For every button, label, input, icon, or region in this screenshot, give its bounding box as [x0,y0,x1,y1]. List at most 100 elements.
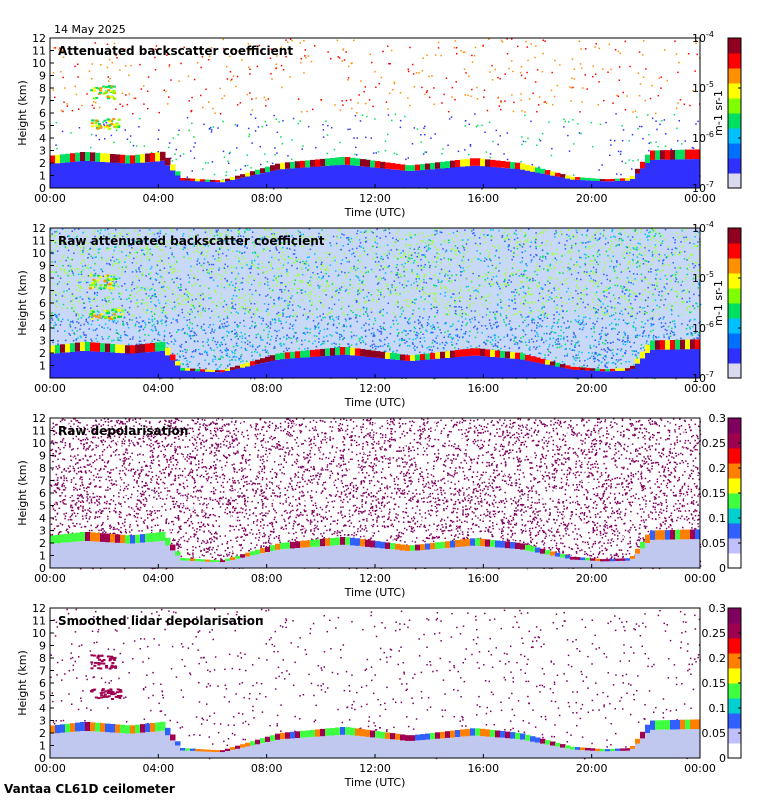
colorbar-segment [728,98,741,114]
colorbar-segment [728,228,741,244]
y-tick-label: 0 [39,182,46,195]
colorbar-segment [728,273,741,289]
y-tick-label: 2 [39,537,46,550]
colorbar-segment [728,38,741,54]
y-tick-label: 2 [39,347,46,360]
heatmap-texture [50,38,701,190]
y-tick-label: 6 [39,487,46,500]
colorbar-tick-label: 10-5 [692,270,714,285]
y-tick-label: 12 [32,222,46,235]
y-tick-label: 8 [39,462,46,475]
colorbar-segment [728,493,741,509]
colorbar-tick-label: 0 [719,752,726,765]
colorbar-segment [728,553,741,569]
colorbar-unit-label: m-1 sr-1 [712,90,725,136]
date-label: 14 May 2025 [54,23,126,36]
y-tick-label: 7 [39,665,46,678]
colorbar-segment [728,258,741,274]
colorbar-frame [727,37,742,189]
colorbar-tick-label: 0.2 [709,462,727,475]
footer-label: Vantaa CL61D ceilometer [4,782,175,796]
panel-title: Attenuated backscatter coefficient [58,44,293,58]
y-tick-label: 6 [39,677,46,690]
y-tick-label: 9 [39,640,46,653]
x-tick-label: 04:00 [142,762,174,775]
colorbar-segment [728,348,741,364]
y-tick-label: 2 [39,727,46,740]
y-tick-label: 6 [39,107,46,120]
y-tick-label: 3 [39,145,46,158]
colorbar-segment [728,728,741,744]
y-tick-label: 7 [39,95,46,108]
y-tick-label: 3 [39,715,46,728]
x-tick-label: 00:00 [684,192,716,205]
x-tick-label: 08:00 [251,382,283,395]
y-tick-label: 9 [39,450,46,463]
colorbar-segment [728,713,741,729]
colorbar-segment [728,683,741,699]
y-tick-label: 1 [39,360,46,373]
y-tick-label: 8 [39,82,46,95]
y-tick-label: 8 [39,652,46,665]
y-tick-label: 12 [32,412,46,425]
y-tick-label: 10 [32,57,46,70]
y-axis-label: Height (km) [16,270,29,336]
colorbar-tick-label: 10-4 [692,220,714,235]
colorbar-segment [728,53,741,69]
heatmap-texture [50,418,702,570]
colorbar-tick-label: 0.3 [709,602,727,615]
y-tick-label: 11 [32,425,46,438]
x-tick-label: 04:00 [142,572,174,585]
colorbar: 0 0.05 0.1 0.15 0.2 0.25 0.3 [702,602,742,765]
colorbar-segment [728,638,741,654]
x-axis-label: Time (UTC) [344,206,406,219]
colorbar-frame [727,227,742,379]
y-tick-label: 11 [32,235,46,248]
colorbar-segment [728,128,741,144]
y-tick-label: 6 [39,297,46,310]
x-tick-label: 00:00 [684,382,716,395]
colorbar-segment [728,318,741,334]
colorbar: 10-710-610-510-4m-1 sr-1 [692,30,742,195]
y-tick-label: 5 [39,310,46,323]
colorbar-unit-label: m-1 sr-1 [712,280,725,326]
x-tick-label: 00:00 [34,762,66,775]
x-tick-label: 12:00 [359,192,391,205]
colorbar-tick-label: 10-4 [692,30,714,45]
y-tick-label: 1 [39,740,46,753]
x-tick-label: 20:00 [576,762,608,775]
x-tick-label: 20:00 [576,192,608,205]
colorbar-segment [728,478,741,494]
colorbar-segment [728,698,741,714]
x-axis-label: Time (UTC) [344,586,406,599]
colorbar-segment [728,668,741,684]
colorbar-tick-label: 10-6 [692,130,714,145]
colorbar-segment [728,68,741,84]
colorbar-segment [728,623,741,639]
colorbar-segment [728,83,741,99]
y-tick-label: 5 [39,500,46,513]
y-tick-label: 4 [39,132,46,145]
y-tick-label: 11 [32,45,46,58]
x-tick-label: 00:00 [684,762,716,775]
colorbar-tick-label: 0 [719,562,726,575]
x-tick-label: 20:00 [576,572,608,585]
y-tick-label: 0 [39,752,46,765]
colorbar-segment [728,523,741,539]
x-tick-label: 08:00 [251,572,283,585]
panel-title: Smoothed lidar depolarisation [58,614,264,628]
y-tick-label: 3 [39,525,46,538]
colorbar-tick-label: 0.1 [709,512,727,525]
y-tick-label: 5 [39,120,46,133]
x-tick-label: 12:00 [359,762,391,775]
colorbar-segment [728,538,741,554]
colorbar-tick-label: 0.25 [702,627,727,640]
colorbar-segment [728,113,741,129]
y-tick-label: 1 [39,550,46,563]
y-tick-label: 10 [32,627,46,640]
y-tick-label: 9 [39,70,46,83]
